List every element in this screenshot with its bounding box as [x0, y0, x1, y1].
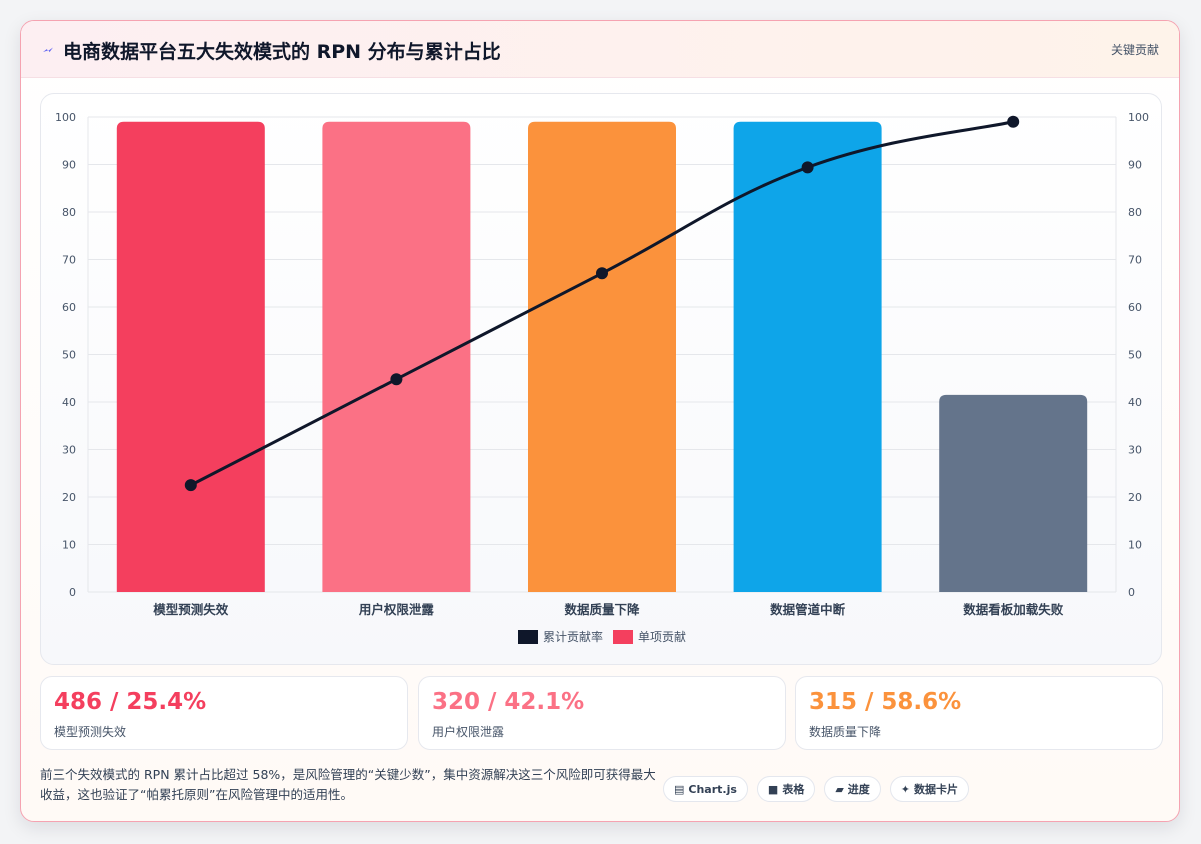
bar	[116, 121, 265, 592]
x-tick-label: 用户权限泄露	[358, 602, 435, 617]
tag-label: 进度	[847, 783, 870, 796]
tag-label: 数据卡片	[914, 783, 959, 796]
y2-tick-label: 70	[1128, 254, 1142, 267]
line-point	[184, 479, 197, 492]
stat-value: 315 / 58.6%	[809, 689, 962, 715]
y2-tick-label: 80	[1128, 206, 1142, 219]
y-tick-label: 80	[62, 206, 76, 219]
stat-label: 模型预测失效	[54, 725, 127, 739]
header-badge: 关键贡献	[1110, 43, 1159, 57]
summary-note: 前三个失效模式的 RPN 累计占比超过 58%，是风险管理的“关键少数”，集中资…	[40, 767, 656, 802]
y-tick-label: 40	[62, 396, 76, 409]
stat-card-1: 486 / 25.4% 模型预测失效	[40, 676, 408, 750]
tag-data-card[interactable]: ✦ 数据卡片	[889, 776, 970, 802]
line-point	[1007, 115, 1020, 128]
progress-icon: ▰	[835, 783, 844, 796]
y-tick-label: 50	[62, 349, 76, 362]
legend-swatch	[613, 630, 633, 644]
tag-progress[interactable]: ▰ 进度	[824, 776, 881, 802]
x-tick-label: 数据管道中断	[769, 602, 846, 617]
card-header: 电商数据平台五大失效模式的 RPN 分布与累计占比 关键贡献	[21, 21, 1179, 78]
stat-value: 320 / 42.1%	[432, 689, 585, 715]
y2-tick-label: 50	[1128, 349, 1142, 362]
chart-panel: 0 10 20 30 40 50 60 70 80 90 100 0 10 20 30 40 50 60 70 80 9…	[40, 93, 1162, 665]
legend-swatch	[518, 630, 538, 644]
y-tick-label: 10	[62, 539, 76, 552]
y2-tick-label: 10	[1128, 539, 1142, 552]
grid-icon: ■	[767, 783, 779, 796]
main-card: 电商数据平台五大失效模式的 RPN 分布与累计占比 关键贡献 0 10 20 30 40…	[20, 20, 1180, 822]
tag-label: 表格	[782, 783, 805, 796]
y2-tick-label: 60	[1128, 301, 1142, 314]
y2-tick-label: 30	[1128, 444, 1142, 457]
tag-label: Chart.js	[688, 783, 737, 796]
y-tick-label: 100	[55, 111, 76, 124]
stat-card-3: 315 / 58.6% 数据质量下降	[795, 676, 1163, 750]
table-icon: ▤	[674, 783, 685, 796]
y2-tick-label: 40	[1128, 396, 1142, 409]
y-tick-label: 60	[62, 301, 76, 314]
page-title: 电商数据平台五大失效模式的 RPN 分布与累计占比	[63, 41, 501, 63]
bar	[939, 394, 1088, 592]
legend-label: 累计贡献率	[543, 629, 603, 644]
y2-tick-label: 20	[1128, 491, 1142, 504]
stat-value: 486 / 25.4%	[54, 689, 207, 715]
x-tick-label: 数据看板加载失败	[962, 602, 1064, 617]
stat-label: 数据质量下降	[809, 725, 882, 739]
y2-tick-label: 100	[1128, 111, 1149, 124]
lightning-icon	[43, 47, 53, 53]
tag-chartjs[interactable]: ▤ Chart.js	[663, 776, 748, 802]
x-tick-label: 模型预测失效	[153, 602, 229, 617]
y-tick-label: 20	[62, 491, 76, 504]
bar	[733, 121, 882, 592]
bar	[322, 121, 471, 592]
sparkle-icon: ✦	[900, 783, 911, 796]
y-tick-label: 30	[62, 444, 76, 457]
line-point	[596, 267, 608, 280]
y-tick-label: 70	[62, 254, 76, 267]
y2-tick-label: 90	[1128, 159, 1142, 172]
y-tick-label: 90	[62, 159, 76, 172]
line-point	[390, 373, 403, 386]
tag-table[interactable]: ■ 表格	[756, 776, 816, 802]
y-tick-label: 0	[69, 586, 76, 599]
y2-tick-label: 0	[1128, 586, 1135, 599]
tag-list: ▤ Chart.js ■ 表格 ▰ 进度 ✦ 数据卡片	[663, 776, 970, 802]
x-tick-label: 数据质量下降	[563, 602, 640, 617]
stat-label: 用户权限泄露	[432, 725, 505, 739]
stat-card-2: 320 / 42.1% 用户权限泄露	[418, 676, 786, 750]
line-point	[801, 161, 814, 174]
legend-label: 单项贡献	[638, 629, 686, 644]
bar	[528, 121, 676, 592]
pareto-chart: 0 10 20 30 40 50 60 70 80 90 100 0 10 20 30 40 50 60 70 80 9…	[55, 111, 1149, 644]
